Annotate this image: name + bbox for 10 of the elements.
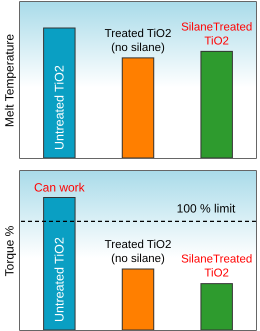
ref-line-label: 100 % limit [176,201,236,216]
annotation: Can work [34,180,86,194]
x-tick-label: SilaneTreated TiO2 [181,254,252,280]
y-axis-title: Melt Temperature [2,34,16,128]
x-tick-label: Untreated TiO2 [52,65,66,150]
x-tick-label: Treated TiO2 (no silane) [104,239,172,266]
x-tick-label: Untreated TiO2 [52,237,66,322]
x-tick-label: SilaneTreated TiO2 [181,21,252,48]
y-axis-title: Torque % [2,225,16,276]
x-tick-label: Treated TiO2 (no silane) [104,28,172,54]
